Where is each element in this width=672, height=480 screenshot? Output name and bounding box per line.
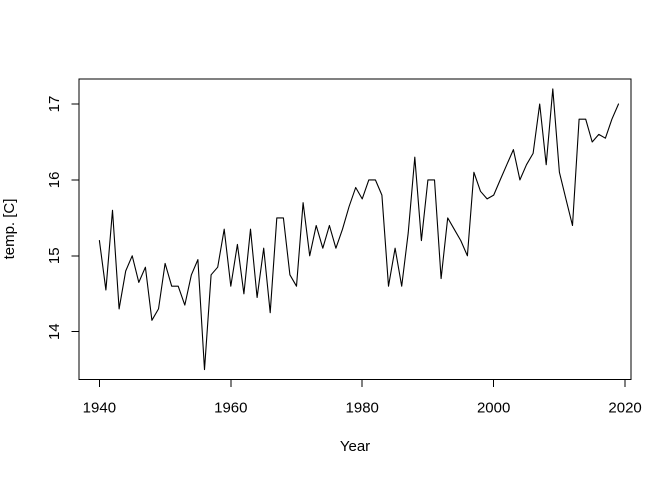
temperature-line xyxy=(98,88,620,371)
x-tick-label: 1980 xyxy=(346,400,379,417)
x-tick-label: 2000 xyxy=(477,400,510,417)
y-tick-label: 14 xyxy=(46,323,63,340)
y-tick-label: 16 xyxy=(46,172,63,189)
x-axis-ticks: 1940 1960 1980 2000 2020 xyxy=(83,379,642,417)
x-tick-label: 1940 xyxy=(83,400,116,417)
x-tick-label: 2020 xyxy=(608,400,641,417)
x-tick-label: 1960 xyxy=(214,400,247,417)
plot-border-box xyxy=(78,78,632,380)
y-tick-label: 15 xyxy=(46,247,63,264)
y-tick-label: 17 xyxy=(46,96,63,113)
x-axis-title: Year xyxy=(340,438,370,455)
y-axis-title: temp. [C] xyxy=(1,199,18,260)
y-axis-ticks: 14 15 16 17 xyxy=(46,96,79,340)
